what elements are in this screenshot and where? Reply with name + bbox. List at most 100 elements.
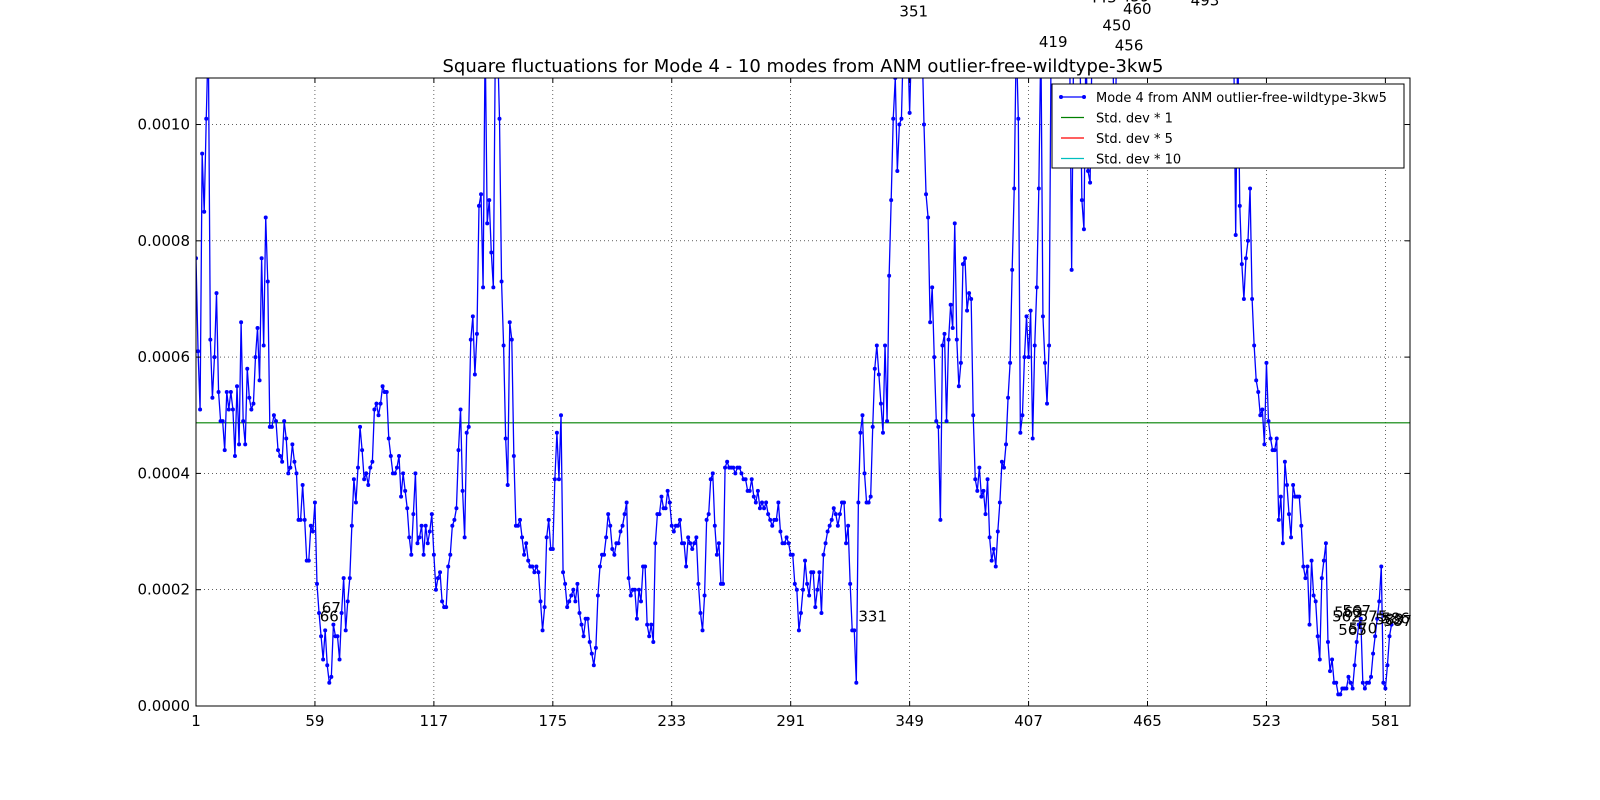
data-point xyxy=(413,471,418,476)
data-point xyxy=(462,535,467,540)
data-point xyxy=(378,401,383,406)
data-point xyxy=(446,564,451,569)
data-point xyxy=(906,35,910,39)
data-point xyxy=(946,337,951,342)
data-point xyxy=(1034,285,1039,290)
data-point xyxy=(626,576,631,581)
data-point xyxy=(585,616,590,621)
data-point xyxy=(310,529,315,534)
data-point xyxy=(1272,448,1277,453)
data-point xyxy=(975,488,980,493)
data-point xyxy=(747,488,752,493)
data-point xyxy=(284,436,289,441)
data-point xyxy=(440,599,445,604)
x-tick-label: 349 xyxy=(895,712,924,730)
data-point xyxy=(743,477,748,482)
data-point xyxy=(1219,35,1223,39)
data-point xyxy=(792,581,797,586)
data-point xyxy=(544,535,549,540)
residue-annotation: 586 xyxy=(1381,609,1410,627)
data-point xyxy=(1107,35,1111,39)
data-point xyxy=(1209,35,1213,39)
data-point xyxy=(801,587,805,592)
data-point xyxy=(1213,35,1217,39)
tick-labels: 1 59 117 175 233 291 349 407 465 523 581 0.0000 0.00… xyxy=(138,78,1410,730)
data-point xyxy=(874,343,879,348)
data-point xyxy=(300,483,305,488)
data-point xyxy=(1309,558,1314,563)
data-point xyxy=(1081,227,1086,232)
data-point xyxy=(776,500,781,505)
data-point xyxy=(397,453,402,458)
data-point xyxy=(1197,35,1201,39)
data-point xyxy=(786,541,791,546)
data-point xyxy=(495,35,499,39)
data-point xyxy=(979,494,984,499)
y-tick-label: 0.0002 xyxy=(138,581,191,599)
data-point xyxy=(942,331,947,336)
data-point xyxy=(1233,233,1238,237)
data-point xyxy=(464,430,469,435)
legend: Mode 4 from ANM outlier-free-wildtype-3k… xyxy=(1051,83,1405,169)
data-point xyxy=(671,529,676,534)
data-point xyxy=(1150,35,1154,39)
data-point xyxy=(1383,686,1388,691)
residue-annotation: 583 xyxy=(1375,611,1404,629)
chart-title: Square fluctuations for Mode 4 - 10 mode… xyxy=(442,56,1163,77)
y-tick-label: 0.0006 xyxy=(138,348,191,366)
data-point xyxy=(932,355,937,360)
data-point xyxy=(604,535,609,540)
data-point xyxy=(821,552,826,557)
data-point xyxy=(458,407,463,412)
data-point xyxy=(1193,35,1197,39)
data-point xyxy=(682,541,687,546)
x-tick-label: 1 xyxy=(191,712,201,730)
data-point xyxy=(651,640,656,645)
data-point xyxy=(423,523,428,528)
data-point xyxy=(591,663,596,668)
data-point xyxy=(663,506,668,511)
data-point xyxy=(239,320,244,325)
y-tick-label: 0.0004 xyxy=(138,464,191,482)
residue-annotation: 459 xyxy=(1121,0,1150,5)
data-point xyxy=(1205,35,1209,39)
data-point xyxy=(1228,35,1232,39)
data-point xyxy=(331,622,336,627)
data-point xyxy=(1317,657,1322,662)
data-point xyxy=(374,401,379,406)
data-point xyxy=(774,517,779,522)
data-point xyxy=(245,366,250,371)
data-point xyxy=(497,116,502,121)
data-point xyxy=(403,488,408,493)
data-point xyxy=(1287,512,1292,517)
data-point xyxy=(938,517,943,522)
data-point xyxy=(831,506,836,511)
data-point xyxy=(1018,430,1023,435)
data-point xyxy=(509,337,514,342)
data-point xyxy=(649,622,654,627)
data-point xyxy=(263,215,268,220)
data-point xyxy=(261,343,266,348)
data-point xyxy=(1078,35,1082,39)
data-point xyxy=(507,320,512,325)
data-point xyxy=(768,517,773,522)
data-point xyxy=(571,587,576,592)
data-point xyxy=(920,35,924,39)
data-point xyxy=(1006,395,1011,400)
data-point xyxy=(846,523,851,528)
data-point xyxy=(452,517,457,522)
data-point xyxy=(819,610,824,615)
data-point xyxy=(1236,35,1240,39)
data-point xyxy=(286,471,291,476)
data-point xyxy=(1189,35,1193,39)
data-point xyxy=(999,459,1004,464)
data-point xyxy=(1262,442,1267,447)
data-point xyxy=(1036,186,1041,191)
data-point xyxy=(438,570,443,575)
data-point xyxy=(212,355,217,360)
data-point xyxy=(339,610,344,615)
data-point xyxy=(1284,483,1289,488)
data-point xyxy=(1313,599,1318,604)
data-point xyxy=(1241,296,1246,301)
data-point xyxy=(1174,35,1178,39)
